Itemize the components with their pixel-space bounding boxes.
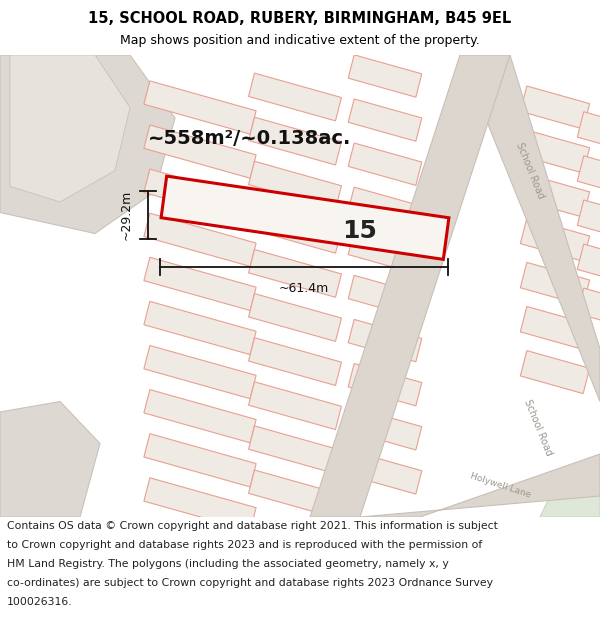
Text: 15: 15 bbox=[343, 219, 377, 243]
Polygon shape bbox=[348, 364, 422, 406]
Polygon shape bbox=[248, 294, 341, 341]
Polygon shape bbox=[144, 125, 256, 178]
Polygon shape bbox=[348, 408, 422, 450]
Polygon shape bbox=[144, 169, 256, 222]
Text: Holywell Lane: Holywell Lane bbox=[469, 471, 532, 499]
Polygon shape bbox=[248, 206, 341, 253]
Polygon shape bbox=[248, 118, 341, 165]
Polygon shape bbox=[520, 130, 590, 173]
Polygon shape bbox=[348, 276, 422, 318]
Text: School Road: School Road bbox=[522, 398, 554, 458]
Text: ~29.2m: ~29.2m bbox=[119, 190, 133, 240]
Polygon shape bbox=[360, 454, 600, 517]
Polygon shape bbox=[348, 187, 422, 229]
Polygon shape bbox=[248, 161, 341, 209]
Text: 100026316.: 100026316. bbox=[7, 597, 73, 607]
Polygon shape bbox=[520, 262, 590, 306]
Polygon shape bbox=[348, 99, 422, 141]
Polygon shape bbox=[144, 81, 256, 134]
Polygon shape bbox=[144, 478, 256, 531]
Polygon shape bbox=[248, 426, 341, 474]
Polygon shape bbox=[540, 459, 600, 517]
Polygon shape bbox=[0, 55, 175, 234]
Polygon shape bbox=[310, 55, 510, 517]
Polygon shape bbox=[520, 174, 590, 218]
Polygon shape bbox=[248, 382, 341, 429]
Polygon shape bbox=[348, 55, 422, 97]
Polygon shape bbox=[348, 231, 422, 274]
Text: 15, SCHOOL ROAD, RUBERY, BIRMINGHAM, B45 9EL: 15, SCHOOL ROAD, RUBERY, BIRMINGHAM, B45… bbox=[88, 11, 512, 26]
Polygon shape bbox=[520, 306, 590, 349]
Text: HM Land Registry. The polygons (including the associated geometry, namely x, y: HM Land Registry. The polygons (includin… bbox=[7, 559, 449, 569]
Polygon shape bbox=[144, 434, 256, 487]
Polygon shape bbox=[248, 73, 341, 121]
Polygon shape bbox=[348, 452, 422, 494]
Polygon shape bbox=[520, 218, 590, 261]
Polygon shape bbox=[144, 258, 256, 311]
Polygon shape bbox=[577, 112, 600, 145]
Polygon shape bbox=[144, 389, 256, 442]
Polygon shape bbox=[144, 213, 256, 266]
Polygon shape bbox=[248, 470, 341, 518]
Polygon shape bbox=[520, 86, 590, 129]
Polygon shape bbox=[577, 156, 600, 189]
Polygon shape bbox=[0, 401, 100, 517]
Polygon shape bbox=[248, 338, 341, 386]
Text: Contains OS data © Crown copyright and database right 2021. This information is : Contains OS data © Crown copyright and d… bbox=[7, 521, 498, 531]
Polygon shape bbox=[161, 176, 449, 259]
Polygon shape bbox=[577, 200, 600, 234]
Text: co-ordinates) are subject to Crown copyright and database rights 2023 Ordnance S: co-ordinates) are subject to Crown copyr… bbox=[7, 578, 493, 588]
Polygon shape bbox=[460, 55, 600, 401]
Polygon shape bbox=[520, 351, 590, 394]
Text: School Road: School Road bbox=[514, 141, 546, 200]
Polygon shape bbox=[248, 249, 341, 298]
Polygon shape bbox=[144, 346, 256, 399]
Polygon shape bbox=[348, 319, 422, 362]
Polygon shape bbox=[577, 244, 600, 278]
Polygon shape bbox=[10, 55, 130, 202]
Polygon shape bbox=[144, 301, 256, 354]
Text: ~558m²/~0.138ac.: ~558m²/~0.138ac. bbox=[148, 129, 352, 149]
Polygon shape bbox=[348, 143, 422, 186]
Text: Map shows position and indicative extent of the property.: Map shows position and indicative extent… bbox=[120, 34, 480, 47]
Text: ~61.4m: ~61.4m bbox=[279, 282, 329, 294]
Text: to Crown copyright and database rights 2023 and is reproduced with the permissio: to Crown copyright and database rights 2… bbox=[7, 540, 482, 550]
Polygon shape bbox=[577, 288, 600, 322]
